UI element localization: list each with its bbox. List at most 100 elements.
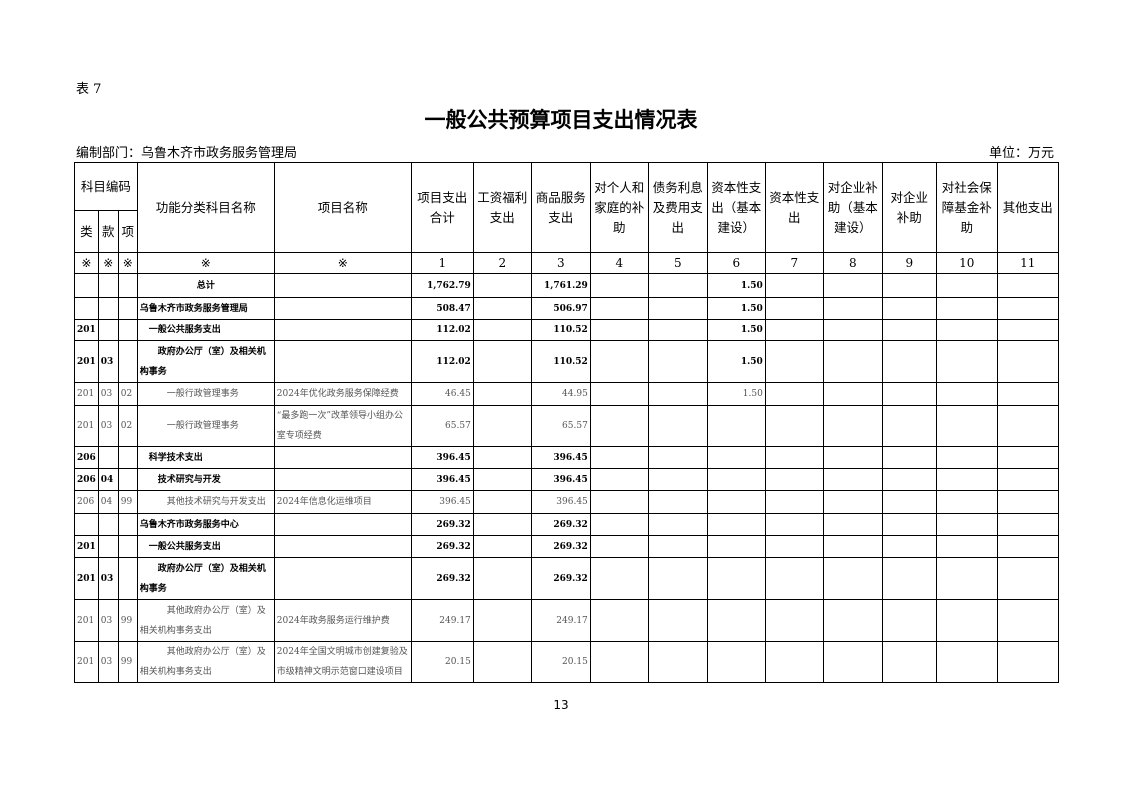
table-cell: 269.32: [530, 535, 591, 558]
header-col: 债务利息及费用支出: [647, 162, 708, 253]
table-cell: [647, 297, 708, 320]
table-row: 总计 1,762.79 1,761.29 1.50: [74, 273, 1059, 298]
table-cell: [822, 641, 883, 683]
table-cell: [935, 535, 998, 558]
table-cell: 65.57: [410, 405, 474, 447]
table-cell: [935, 490, 998, 514]
header-col: 资本性支出（基本建设）: [706, 162, 766, 253]
table-cell: [822, 405, 883, 447]
table-cell: “最多跑一次”改革领导小组办公室专项经费: [273, 405, 412, 447]
table-cell: [647, 446, 708, 469]
table-cell: 一般公共服务支出: [136, 535, 275, 558]
table-cell: [647, 468, 708, 491]
table-cell: [822, 513, 883, 536]
table-cell: 总计: [136, 273, 275, 298]
table-cell: [589, 599, 649, 642]
index-cell: ※: [117, 252, 138, 274]
table-cell: 04: [97, 490, 119, 514]
table-number: 表 7: [76, 82, 102, 97]
table-cell: 201: [74, 319, 99, 341]
table-cell: [935, 557, 998, 600]
table-cell: [996, 319, 1059, 341]
table-cell: [472, 641, 532, 683]
index-row: ※ ※ ※ ※ ※ 1 2 3 4 5 6 7 8 9 10 11: [74, 252, 1059, 274]
table-cell: [273, 340, 412, 383]
table-cell: [589, 446, 649, 469]
table-cell: [881, 446, 937, 469]
table-cell: [589, 557, 649, 600]
index-cell: ※: [273, 252, 412, 274]
table-cell: [881, 599, 937, 642]
header-col: 项目支出合计: [410, 162, 474, 253]
table-cell: [706, 535, 766, 558]
unit-label: 单位：万元: [988, 146, 1054, 161]
table-cell: 1,761.29: [530, 273, 591, 298]
table-cell: 20.15: [410, 641, 474, 683]
table-cell: [935, 273, 998, 298]
table-cell: [74, 297, 99, 320]
table-row: 201 03 02 一般行政管理事务 2024年优化政务服务保障经费 46.45 44.9…: [74, 382, 1059, 406]
table-cell: [935, 513, 998, 536]
table-cell: 396.45: [410, 468, 474, 491]
table-cell: [117, 446, 138, 469]
table-cell: [935, 405, 998, 447]
table-cell: 201: [74, 599, 99, 642]
table-cell: [822, 599, 883, 642]
table-cell: [764, 340, 824, 383]
table-cell: 201: [74, 641, 99, 683]
table-cell: [472, 340, 532, 383]
table-cell: [589, 319, 649, 341]
table-cell: 1.50: [706, 273, 766, 298]
table-cell: [822, 297, 883, 320]
table-cell: [996, 557, 1059, 600]
table-cell: [881, 490, 937, 514]
table-cell: [706, 557, 766, 600]
table-row: 201 03 99 其他政府办公厅（室）及相关机构事务支出 2024年政务服务运行维护…: [74, 599, 1059, 642]
table-row: 201 03 02 一般行政管理事务 “最多跑一次”改革领导小组办公室专项经费 65.5…: [74, 405, 1059, 447]
table-cell: [647, 340, 708, 383]
table-cell: 44.95: [530, 382, 591, 406]
table-cell: 249.17: [410, 599, 474, 642]
table-cell: [472, 535, 532, 558]
table-cell: [822, 446, 883, 469]
table-cell: 03: [97, 382, 119, 406]
header-col: 对企业补助: [881, 162, 937, 253]
table-cell: [706, 468, 766, 491]
table-cell: [589, 382, 649, 406]
table-cell: [935, 641, 998, 683]
table-cell: [881, 297, 937, 320]
table-cell: 03: [97, 405, 119, 447]
table-cell: 其他政府办公厅（室）及相关机构事务支出: [136, 599, 275, 642]
table-cell: [472, 513, 532, 536]
table-row: 206 04 技术研究与开发 396.45 396.45: [74, 468, 1059, 491]
table-cell: [97, 513, 119, 536]
table-cell: [996, 405, 1059, 447]
index-cell: 6: [706, 252, 766, 274]
table-cell: [97, 535, 119, 558]
index-cell: 11: [996, 252, 1059, 274]
table-cell: [273, 446, 412, 469]
table-cell: [647, 513, 708, 536]
table-cell: 技术研究与开发: [136, 468, 275, 491]
table-cell: 02: [117, 382, 138, 406]
table-cell: 03: [97, 557, 119, 600]
table-cell: 2024年政务服务运行维护费: [273, 599, 412, 642]
table-cell: [74, 513, 99, 536]
table-cell: [97, 297, 119, 320]
index-cell: 2: [472, 252, 532, 274]
table-cell: [822, 490, 883, 514]
header-code: 科目编码: [74, 162, 138, 211]
table-cell: 46.45: [410, 382, 474, 406]
table-cell: [996, 513, 1059, 536]
table-cell: [996, 382, 1059, 406]
table-cell: 201: [74, 340, 99, 383]
table-cell: [764, 297, 824, 320]
table-cell: 1.50: [706, 382, 766, 406]
table-cell: [706, 490, 766, 514]
table-cell: [273, 557, 412, 600]
table-cell: [764, 273, 824, 298]
table-cell: [996, 340, 1059, 383]
table-cell: [996, 273, 1059, 298]
table-cell: [117, 513, 138, 536]
table-cell: 508.47: [410, 297, 474, 320]
